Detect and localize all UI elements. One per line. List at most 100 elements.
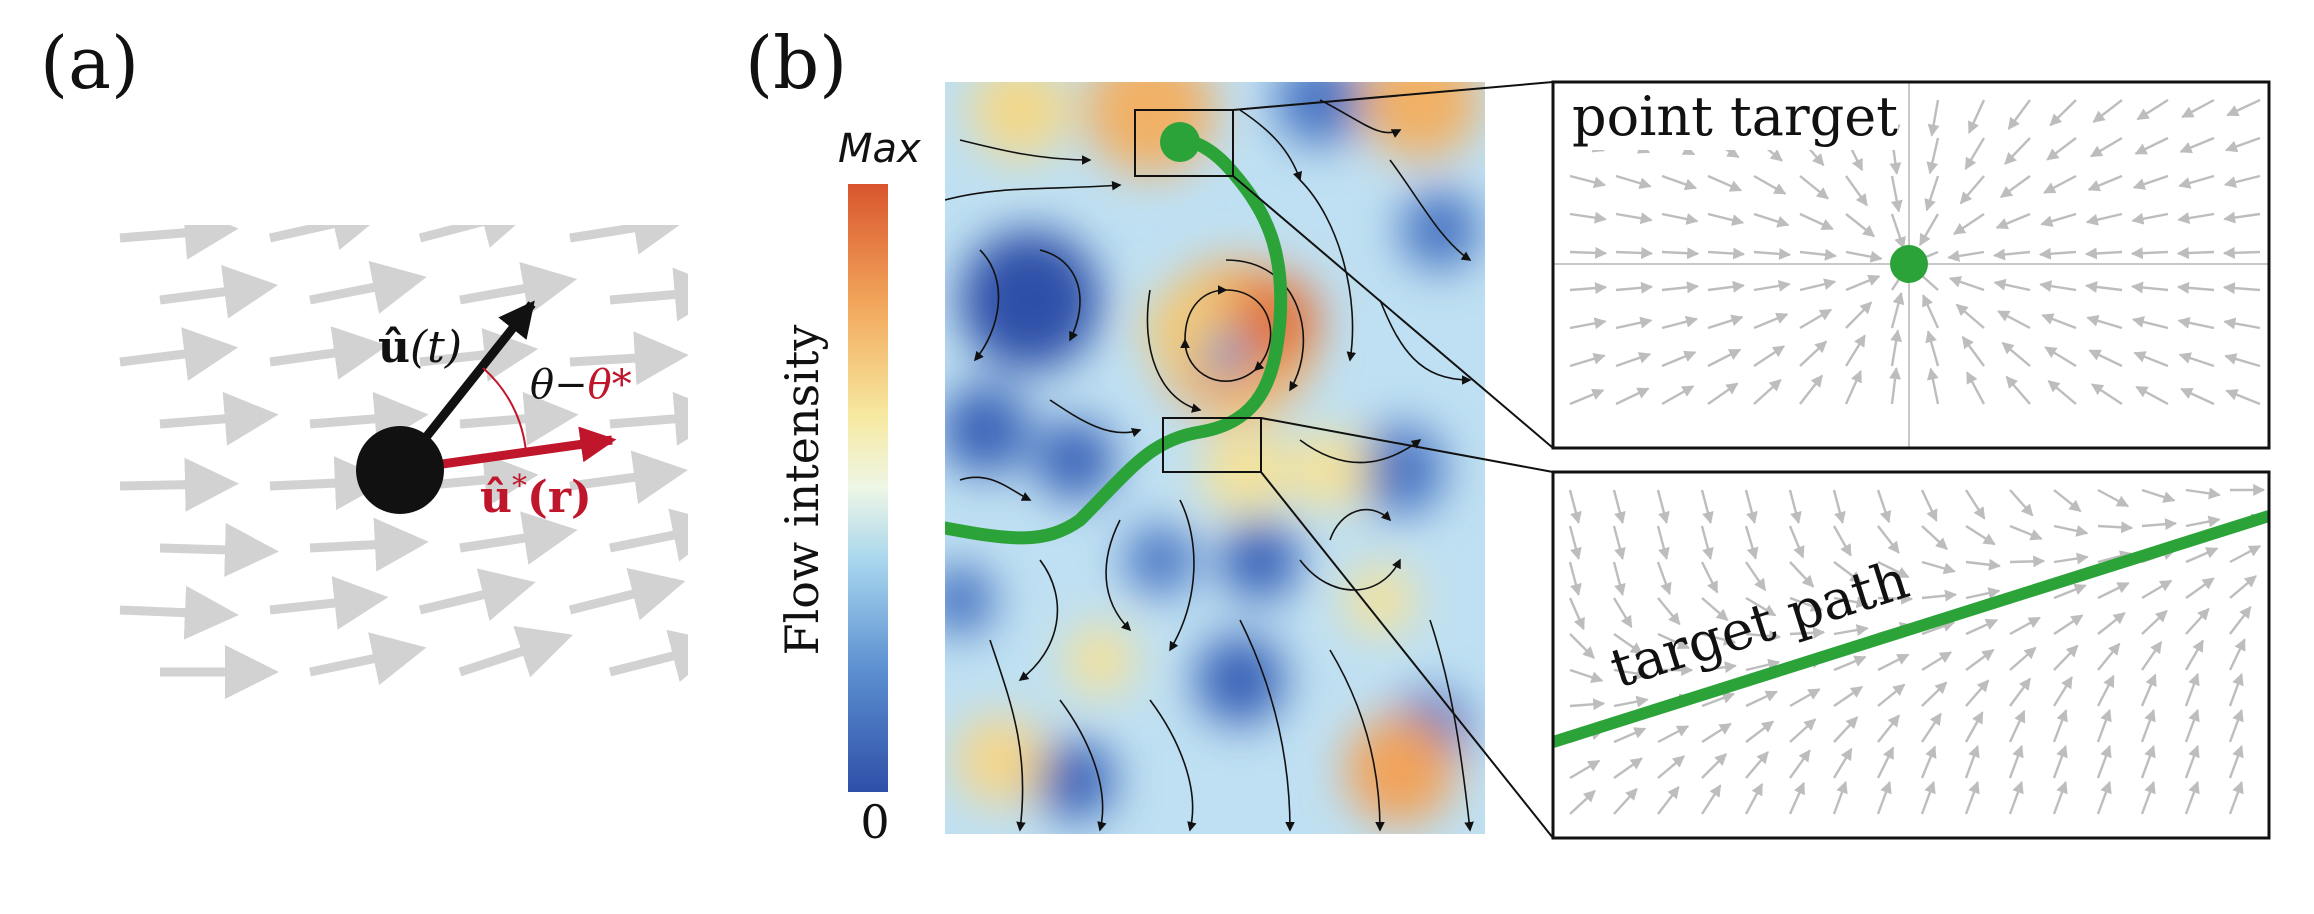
inset-field-arrow [1997,310,2031,330]
inset-field-arrow [1965,648,1995,671]
inset-field-arrow [2178,352,2215,368]
intensity-blob [945,565,995,635]
inset-field-arrow [2226,98,2261,117]
inset-field-arrow [1965,679,1990,707]
inset-field-arrow [1615,281,1654,294]
inset-field-arrow [1568,489,1582,525]
trajectory-start-point [1160,122,1200,162]
inset-field-arrow [2087,174,2123,192]
inset-field-arrow [1569,174,1607,189]
field-arrow [569,225,688,255]
inset-field-arrow [2009,489,2034,517]
inset-field-arrow [1657,786,1680,815]
inset-field-arrow [2130,281,2169,294]
inset-field-arrow [1993,278,2031,292]
inset-field-arrow [2047,379,2077,405]
inset-field-arrow [2185,487,2221,500]
inset-field-arrow [1701,753,1727,779]
field-arrow [309,391,429,446]
streamline [989,639,1026,832]
inset-field-arrow [1965,524,1996,546]
inset-field-arrow [2009,524,2043,541]
inset-field-arrow [1992,248,2031,261]
inset-field-arrow [2044,346,2077,368]
inset-field-arrow [1661,247,1700,260]
zoom-connectors [1232,81,1554,839]
inset-field-arrow [2228,672,2244,707]
panel-b-label: (b) [745,21,847,105]
inset-field-arrow [2005,375,2031,405]
inset-field-arrow [1569,789,1596,815]
inset-field-arrow [1701,661,1737,674]
inset-field-arrow [1964,711,1984,743]
inset-field-arrow [1921,589,1958,602]
inset-field-arrow [1953,213,1985,235]
inset-field-arrow [1927,367,1940,405]
swimmer-trajectory [945,133,1288,545]
field-arrow [119,585,239,640]
inset-field-arrow [1569,317,1607,330]
target-direction-label: û*(r) [480,469,592,523]
colorbar-max-label: Max [838,126,921,172]
inset-field-arrow [1744,783,1764,815]
field-arrow [609,391,688,446]
inset-field-arrow [1844,370,1862,405]
inset-field-arrow [1701,597,1729,622]
inset-field-arrow [1920,745,1937,779]
inset-field-arrow [1615,247,1654,260]
inset-field-arrow [2177,316,2215,330]
inset-field-arrow [1948,276,1985,292]
inset-field-arrow [1656,561,1672,596]
streamline [1149,699,1197,832]
intensity-blob [1035,740,1115,820]
inset-field-arrow [2184,744,2200,779]
inset-field-arrow [2181,98,2215,119]
inset-field-arrow [2046,137,2077,161]
inset-field-arrow [2177,212,2215,224]
intensity-blob [970,82,1070,160]
inset-field-arrow [2049,99,2077,127]
inset-field-arrow [2053,583,2087,600]
zoom-box-bottom [1162,417,1262,473]
inset-field-arrow [1568,597,1585,631]
inset-field-arrow [1701,692,1735,708]
field-arrow [459,261,578,316]
inset-field-arrow [2132,174,2169,190]
inset-field-arrow [1661,350,1697,368]
inset-field-arrow [1569,388,1605,406]
field-arrow [459,511,578,565]
inset-field-arrow [1753,279,1791,292]
inset-field-arrow [1700,784,1722,815]
intensity-blob [1275,82,1365,145]
inset-field-arrow [2176,281,2215,294]
inset-field-arrow [2228,744,2244,779]
angle-label: θ−θ* [530,362,632,408]
field-arrow [418,568,536,621]
inset-field-arrow [2053,644,2079,671]
inset-field-arrow [2092,99,2123,123]
inset-field-arrow [1656,489,1670,525]
field-arrow [609,267,688,322]
inset-field-arrow [1661,212,1699,225]
inset-field-arrow [1569,352,1606,368]
inset-field-arrow [2185,577,2215,599]
inset-field-arrow [1877,560,1910,579]
inset-field-arrow [2008,744,2024,779]
inset-field-arrow [2097,521,2134,534]
inset-target-path: target path [1551,470,2271,840]
inset-field-arrow [2085,280,2123,293]
inset-field-arrow [1700,525,1714,561]
inset-field-arrow [2040,212,2077,227]
inset-field-arrow [1890,329,1903,367]
inset-field-arrow [1657,755,1685,779]
inset-field-arrow [1921,525,1948,550]
inset-field-arrow [1789,749,1811,779]
inset-field-arrow [1568,525,1582,561]
inset-field-arrow [1745,751,1769,779]
colorbar-min-label: 0 [860,795,889,849]
inset-field-arrow [2086,315,2123,330]
inset-field-arrow [1789,561,1815,588]
streamline [1329,649,1385,832]
inset-field-arrow [1833,655,1867,672]
inset-field-arrow [1657,632,1691,650]
